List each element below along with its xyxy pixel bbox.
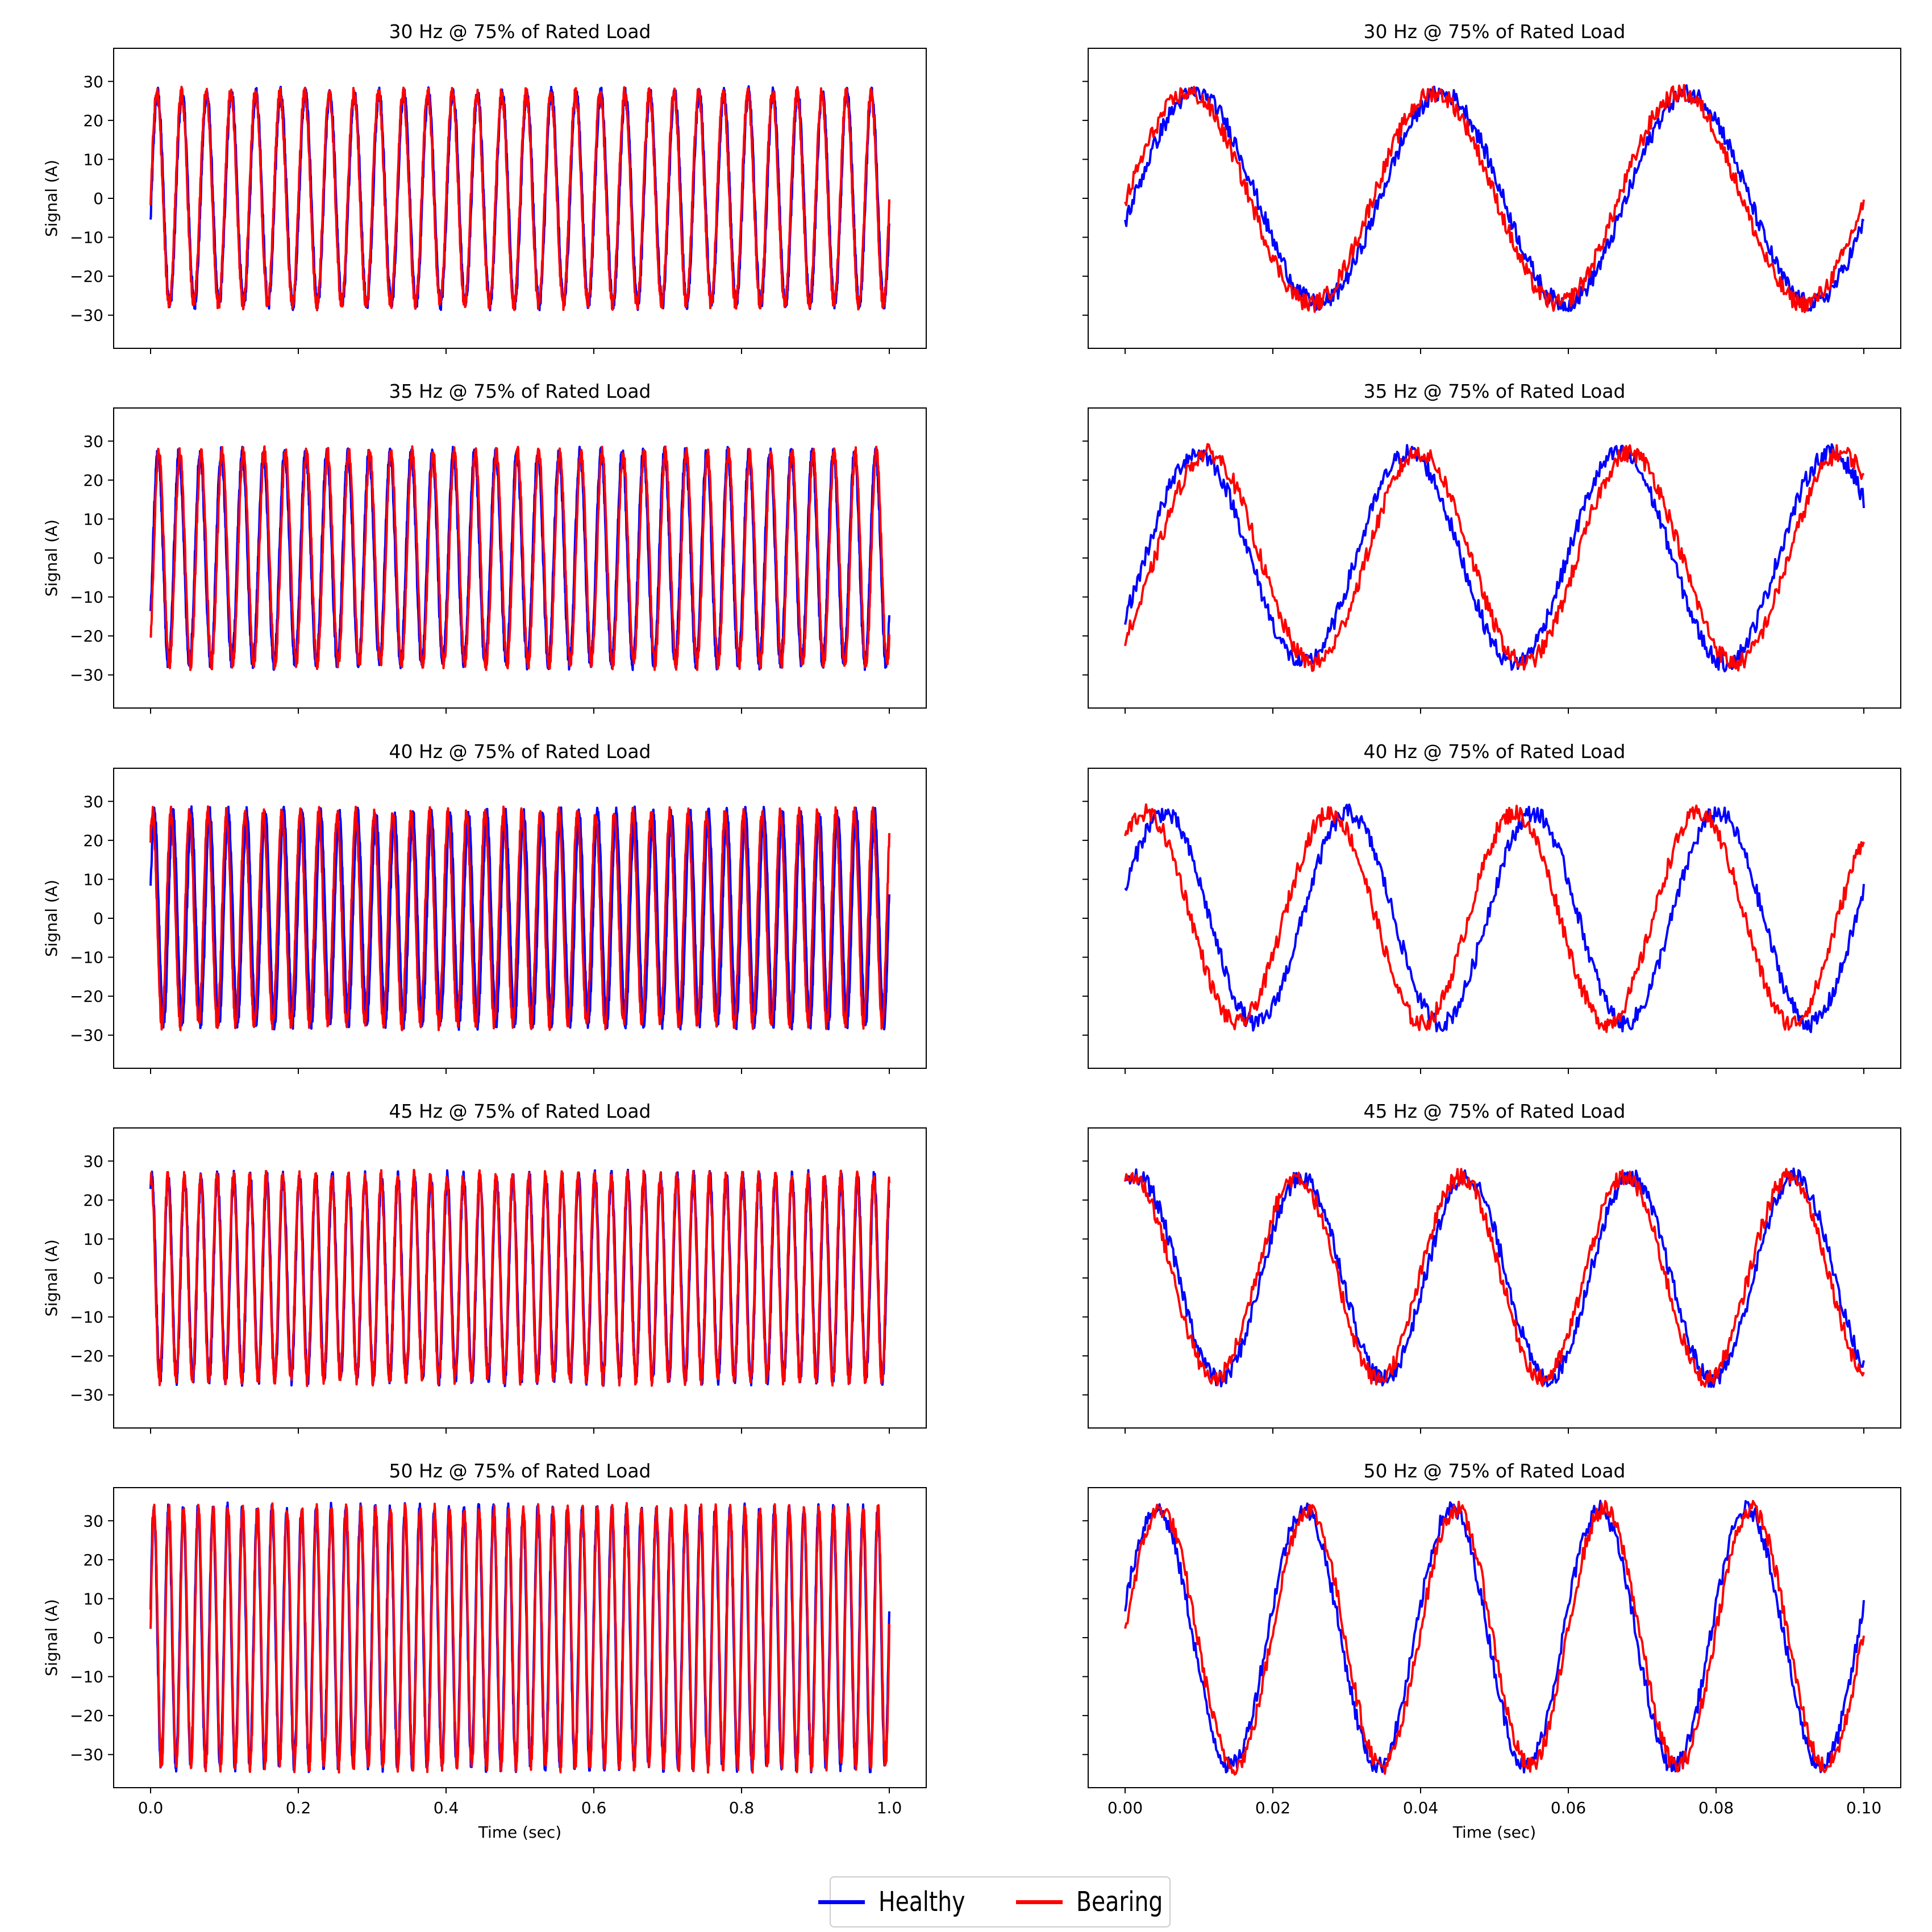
panel-r2-c2: 35 Hz @ 75% of Rated Load bbox=[1082, 380, 1901, 714]
y-tick-label: −30 bbox=[70, 1026, 103, 1045]
y-axis-label: Signal (A) bbox=[42, 1239, 61, 1317]
legend-label-healthy: Healthy bbox=[878, 1886, 965, 1918]
y-tick-label: −10 bbox=[70, 1308, 103, 1327]
panel-title: 35 Hz @ 75% of Rated Load bbox=[389, 380, 651, 402]
panel-title: 40 Hz @ 75% of Rated Load bbox=[389, 740, 651, 763]
panel-r1-c2: 30 Hz @ 75% of Rated Load bbox=[1082, 20, 1901, 354]
x-tick-label: 0.08 bbox=[1698, 1798, 1734, 1817]
y-tick-label: 20 bbox=[83, 111, 103, 130]
y-tick-label: −30 bbox=[70, 666, 103, 685]
x-tick-label: 1.0 bbox=[877, 1798, 902, 1817]
y-tick-label: 10 bbox=[83, 510, 103, 528]
series-healthy bbox=[1124, 443, 1865, 673]
series-bearing bbox=[149, 85, 890, 311]
panel-r2-c1: 35 Hz @ 75% of Rated Load −30 −20 −10 0 10 20 3… bbox=[42, 380, 927, 714]
legend-item-bearing: Bearing bbox=[1016, 1886, 1182, 1918]
series-healthy bbox=[1124, 1500, 1865, 1774]
series-bearing bbox=[149, 805, 890, 1031]
y-tick-label: −10 bbox=[70, 1668, 103, 1687]
y-tick-label: 20 bbox=[83, 1191, 103, 1210]
y-tick-label: 30 bbox=[83, 432, 103, 451]
series-bearing bbox=[149, 1502, 890, 1774]
y-axis-label: Signal (A) bbox=[42, 880, 61, 957]
y-tick-label: −10 bbox=[70, 948, 103, 967]
panel-title: 45 Hz @ 75% of Rated Load bbox=[1363, 1100, 1625, 1122]
panel-r3-c1: 40 Hz @ 75% of Rated Load −30 −20 −10 0 10 20 3… bbox=[42, 740, 927, 1074]
legend-label-bearing: Bearing bbox=[1076, 1886, 1163, 1918]
y-tick-label: −20 bbox=[70, 987, 103, 1006]
x-tick-label: 0.06 bbox=[1551, 1798, 1586, 1817]
y-tick-label: 10 bbox=[83, 1589, 103, 1608]
x-tick-label: 0.0 bbox=[138, 1798, 164, 1817]
y-tick-label: 0 bbox=[93, 189, 103, 208]
x-tick-label: 0.6 bbox=[581, 1798, 607, 1817]
series-bearing bbox=[149, 445, 890, 671]
panel-title: 50 Hz @ 75% of Rated Load bbox=[389, 1460, 651, 1482]
y-axis-label: Signal (A) bbox=[42, 160, 61, 237]
series-healthy bbox=[1124, 84, 1865, 313]
x-tick-label: 0.00 bbox=[1107, 1798, 1143, 1817]
panel-title: 50 Hz @ 75% of Rated Load bbox=[1363, 1460, 1625, 1482]
legend-swatch-healthy bbox=[818, 1900, 865, 1904]
x-tick-label: 0.10 bbox=[1846, 1798, 1881, 1817]
panel-title: 30 Hz @ 75% of Rated Load bbox=[1363, 20, 1625, 43]
x-tick-label: 0.02 bbox=[1255, 1798, 1290, 1817]
x-tick-label: 0.4 bbox=[434, 1798, 459, 1817]
x-tick-label: 0.04 bbox=[1403, 1798, 1438, 1817]
panel-title: 30 Hz @ 75% of Rated Load bbox=[389, 20, 651, 43]
panel-title: 40 Hz @ 75% of Rated Load bbox=[1363, 740, 1625, 763]
y-tick-label: −30 bbox=[70, 306, 103, 325]
y-tick-label: 0 bbox=[93, 1269, 103, 1288]
panel-title: 45 Hz @ 75% of Rated Load bbox=[389, 1100, 651, 1122]
y-tick-label: −10 bbox=[70, 228, 103, 247]
legend-item-healthy: Healthy bbox=[818, 1886, 984, 1918]
y-tick-label: −30 bbox=[70, 1386, 103, 1405]
y-tick-label: 30 bbox=[83, 1152, 103, 1171]
y-tick-label: −30 bbox=[70, 1746, 103, 1764]
y-tick-label: −20 bbox=[70, 1706, 103, 1725]
y-tick-label: −20 bbox=[70, 267, 103, 286]
y-axis-label: Signal (A) bbox=[42, 519, 61, 597]
y-tick-label: 20 bbox=[83, 471, 103, 490]
series-bearing bbox=[1124, 84, 1865, 313]
legend: Healthy Bearing bbox=[818, 1876, 1171, 1927]
panel-r4-c2: 45 Hz @ 75% of Rated Load bbox=[1082, 1100, 1901, 1434]
x-tick-label: 0.2 bbox=[286, 1798, 311, 1817]
y-tick-label: 0 bbox=[93, 1629, 103, 1647]
y-tick-label: 30 bbox=[83, 72, 103, 91]
panel-r3-c2: 40 Hz @ 75% of Rated Load bbox=[1082, 740, 1901, 1074]
y-tick-label: 20 bbox=[83, 1551, 103, 1569]
series-bearing bbox=[1124, 803, 1865, 1033]
panel-r5-c1: 50 Hz @ 75% of Rated Load −30 −20 −10 0 10 20 3… bbox=[42, 1460, 927, 1842]
series-bearing bbox=[1124, 1500, 1865, 1776]
series-bearing bbox=[1124, 1168, 1865, 1388]
x-axis-label: Time (sec) bbox=[478, 1823, 561, 1842]
series-healthy bbox=[1124, 1167, 1865, 1388]
legend-swatch-bearing bbox=[1016, 1900, 1063, 1904]
panel-r1-c1: 30 Hz @ 75% of Rated Load −30 −20 −10 0 10 20 3… bbox=[42, 20, 927, 354]
y-tick-label: 0 bbox=[93, 549, 103, 568]
y-tick-label: 0 bbox=[93, 909, 103, 928]
series-bearing bbox=[149, 1168, 890, 1388]
series-bearing bbox=[1124, 443, 1865, 672]
panel-r5-c2: 50 Hz @ 75% of Rated Load 0.00 0.02 0.04 0.0… bbox=[1082, 1460, 1901, 1842]
y-tick-label: 10 bbox=[83, 150, 103, 169]
y-tick-label: 10 bbox=[83, 870, 103, 889]
y-tick-label: −20 bbox=[70, 627, 103, 646]
y-tick-label: 30 bbox=[83, 792, 103, 811]
y-tick-label: 20 bbox=[83, 831, 103, 850]
panel-r4-c1: 45 Hz @ 75% of Rated Load −30 −20 −10 0 10 20 3… bbox=[42, 1100, 927, 1434]
y-tick-label: 30 bbox=[83, 1512, 103, 1530]
y-tick-label: −10 bbox=[70, 588, 103, 607]
y-axis-label: Signal (A) bbox=[42, 1599, 61, 1676]
x-tick-label: 0.8 bbox=[729, 1798, 755, 1817]
y-tick-label: 10 bbox=[83, 1230, 103, 1248]
panel-title: 35 Hz @ 75% of Rated Load bbox=[1363, 380, 1625, 402]
y-tick-label: −20 bbox=[70, 1347, 103, 1365]
x-axis-label: Time (sec) bbox=[1452, 1823, 1536, 1842]
